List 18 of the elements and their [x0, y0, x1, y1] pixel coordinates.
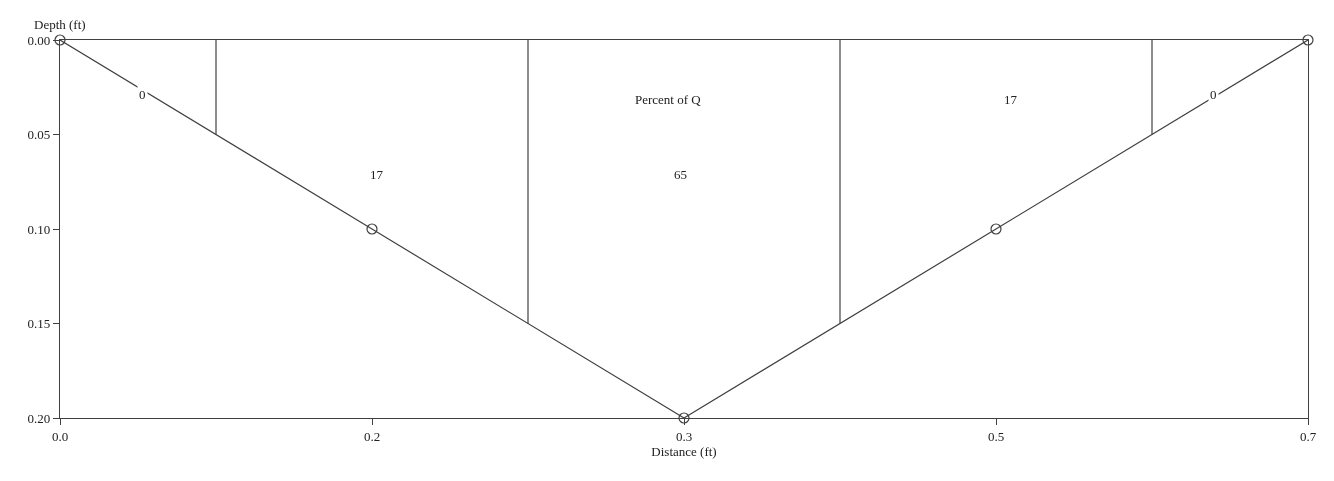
y-tick-label: 0.10: [27, 221, 51, 237]
x-tick-label: 0.3: [675, 428, 693, 444]
annotation: 65: [674, 167, 687, 182]
y-axis-title: Depth (ft): [34, 17, 86, 32]
y-tick-label: 0.00: [27, 32, 51, 48]
annotation: 0: [1210, 87, 1217, 102]
x-axis-title: Distance (ft): [651, 443, 717, 459]
annotation: 17: [1004, 92, 1018, 107]
y-tick-label: 0.05: [27, 127, 51, 143]
x-tick-label: 0.7: [1299, 428, 1317, 444]
y-tick-label: 0.20: [27, 410, 51, 426]
x-tick-label: 0.0: [51, 428, 69, 444]
y-tick-label: 0.15: [27, 316, 51, 332]
x-tick-label: 0.5: [987, 428, 1005, 444]
annotation: Percent of Q: [635, 92, 702, 107]
x-tick-label: 0.2: [363, 428, 381, 444]
annotation: 17: [370, 167, 384, 182]
annotation: 0: [139, 87, 146, 102]
